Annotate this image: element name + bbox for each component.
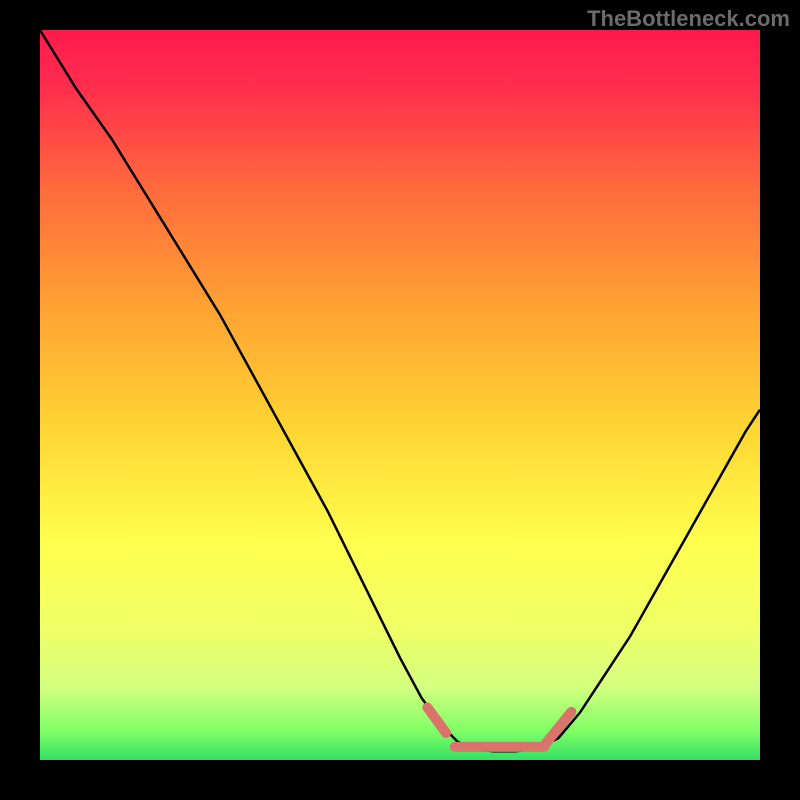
bottleneck-curve [40,30,760,751]
curve-layer [40,30,760,760]
marker-left-segment [427,707,446,733]
watermark-text: TheBottleneck.com [587,6,790,32]
plot-area [40,30,760,760]
chart-container: TheBottleneck.com [0,0,800,800]
